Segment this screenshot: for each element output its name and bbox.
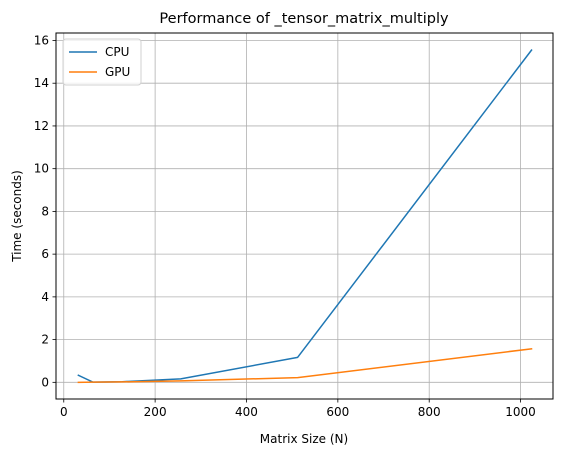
y-tick-label: 16 <box>34 33 49 47</box>
legend-box <box>62 38 142 86</box>
y-tick-label: 6 <box>41 247 49 261</box>
grid <box>56 33 553 399</box>
series-group <box>77 49 533 384</box>
series-line-cpu <box>77 49 533 383</box>
x-axis-label: Matrix Size (N) <box>260 432 348 446</box>
y-tick-label: 12 <box>34 119 49 133</box>
series-line-gpu <box>77 347 533 384</box>
y-axis-label: Time (seconds) <box>10 170 24 263</box>
x-tick-label: 1000 <box>505 405 536 419</box>
x-tick-label: 200 <box>144 405 167 419</box>
legend-label-gpu: GPU <box>105 65 130 79</box>
y-tick-label: 10 <box>34 162 49 176</box>
y-tick-label: 14 <box>34 76 49 90</box>
y-tick-label: 0 <box>41 375 49 389</box>
y-tick-label: 4 <box>41 290 49 304</box>
x-tick-label: 800 <box>418 405 441 419</box>
chart-title: Performance of _tensor_matrix_multiply <box>159 11 449 27</box>
y-tick-label: 2 <box>41 333 49 347</box>
axis-ticks: 0 200 400 600 800 1000 0 2 4 6 8 10 12 14 16 <box>34 33 536 419</box>
plot-frame <box>55 32 554 400</box>
x-tick-label: 400 <box>235 405 258 419</box>
y-tick-label: 8 <box>41 204 49 218</box>
legend-label-cpu: CPU <box>105 45 129 59</box>
legend: CPU GPU <box>62 38 142 86</box>
x-tick-label: 0 <box>60 405 68 419</box>
x-tick-label: 600 <box>326 405 349 419</box>
